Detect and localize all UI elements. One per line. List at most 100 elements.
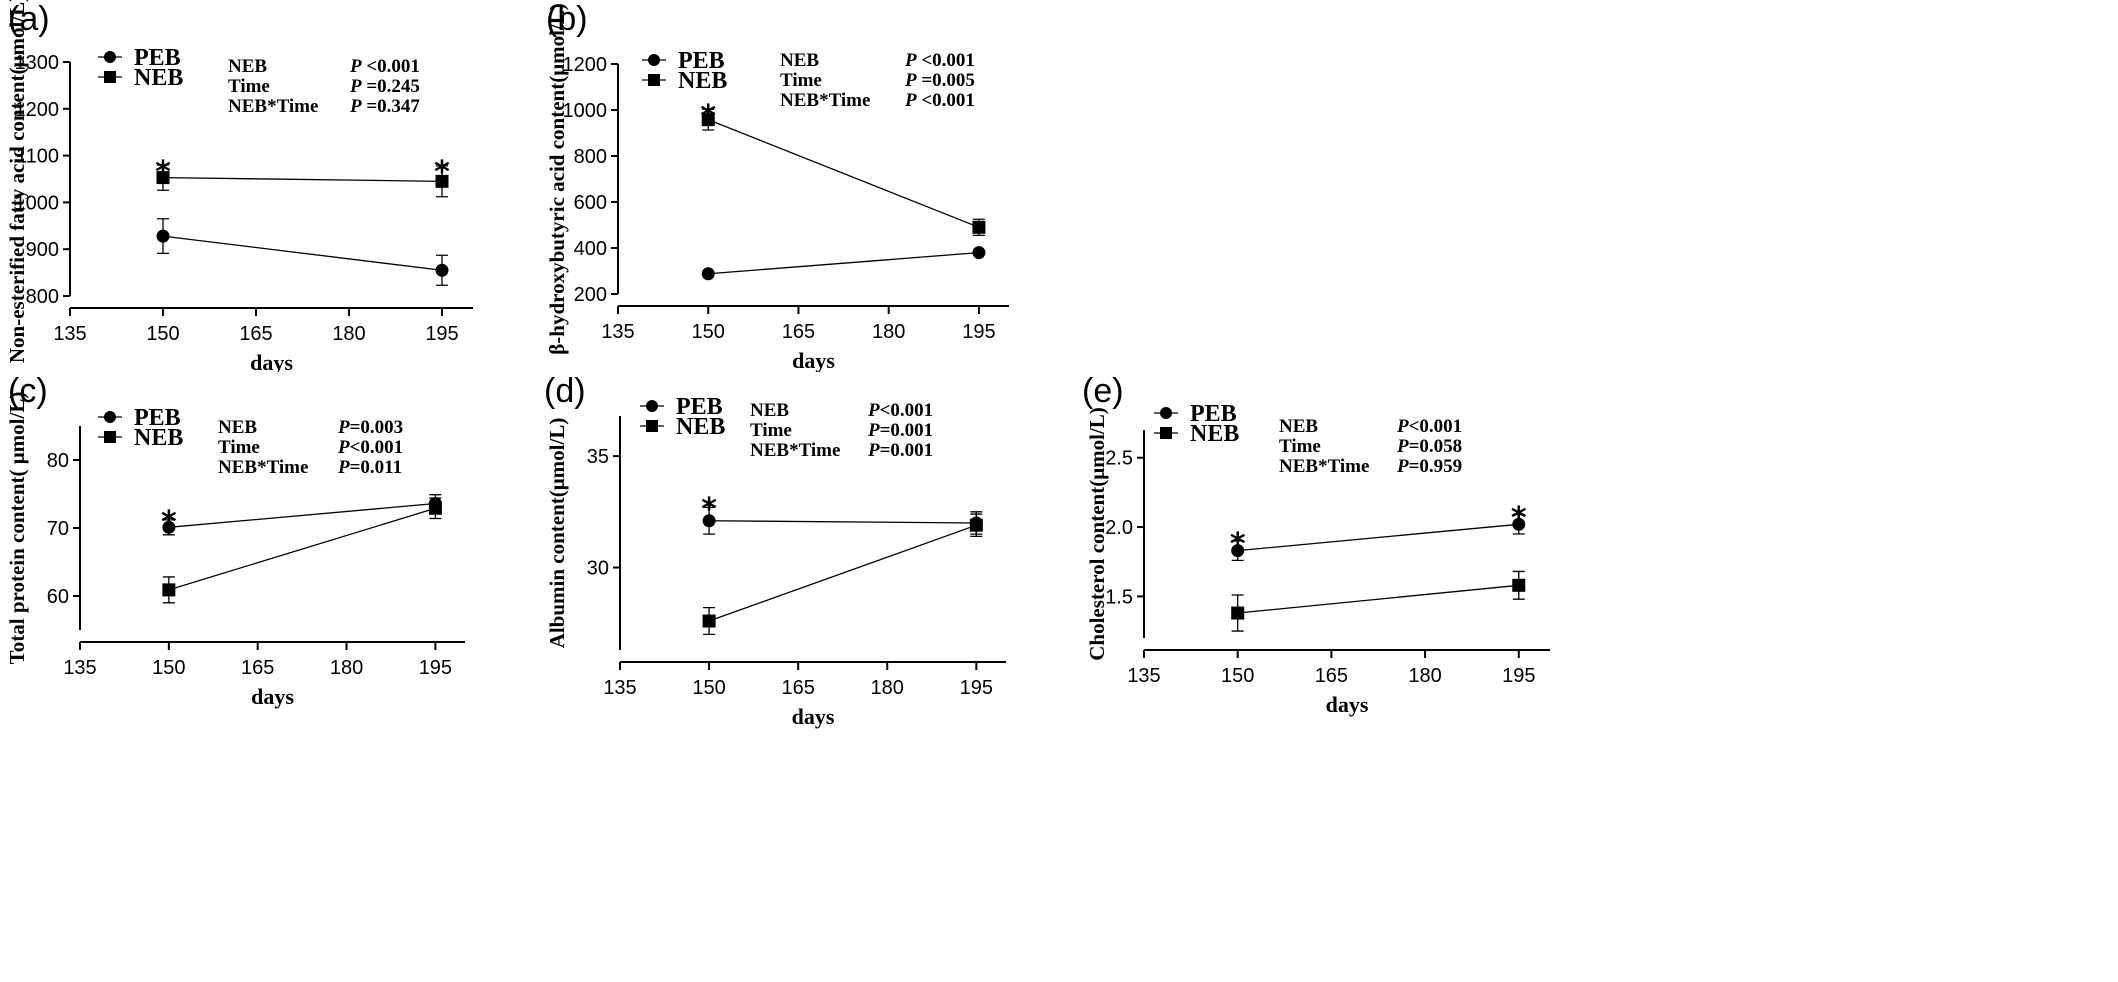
stat-label: Time [218, 437, 260, 458]
x-tick-label: 135 [1127, 665, 1160, 687]
y-tick-label: 1200 [563, 54, 608, 76]
legend-label: PEB [134, 45, 181, 71]
data-point-PEB [701, 267, 715, 281]
stat-p-value: P <0.001 [349, 56, 420, 77]
stat-label: Time [1279, 436, 1321, 457]
p-value-text: =0.001 [880, 420, 934, 441]
stat-label: NEB*Time [228, 96, 318, 117]
p-value-text: <0.001 [880, 400, 934, 421]
y-tick-label: 1200 [15, 99, 60, 121]
stat-p-value: P =0.005 [904, 70, 975, 91]
x-tick-label: 165 [782, 321, 815, 343]
legend-label: PEB [134, 405, 181, 431]
p-value-text: =0.001 [880, 440, 934, 461]
x-tick-label: 165 [781, 677, 814, 699]
series-line-PEB [1237, 523, 1519, 552]
y-tick-label: 70 [47, 518, 69, 540]
chart-svg: (d) 135 150 165 180 195 30 35 days Albumin conten… [544, 372, 1006, 729]
y-axis-title: Non-esterified fatty acid content(μmol/L… [5, 0, 29, 363]
p-symbol: P [1396, 416, 1409, 437]
data-point-PEB [1512, 517, 1526, 531]
data-point-NEB [969, 518, 983, 532]
significance-marker: * [161, 505, 177, 540]
series-line-NEB [162, 176, 443, 182]
p-symbol: P [904, 70, 917, 91]
p-value-text: <0.001 [1409, 416, 1463, 437]
x-tick-label: 165 [1315, 665, 1348, 687]
significance-marker: * [700, 99, 716, 134]
stat-label: Time [750, 420, 792, 441]
p-symbol: P [867, 400, 880, 421]
stat-p-value: P=0.001 [867, 440, 933, 461]
stat-p-value: P=0.001 [867, 420, 933, 441]
x-tick-label: 195 [962, 321, 995, 343]
p-symbol: P [349, 96, 362, 117]
p-value-text: =0.003 [350, 417, 404, 438]
y-tick-label: 600 [574, 192, 607, 214]
data-point-NEB [162, 583, 176, 597]
x-tick-label: 180 [332, 323, 365, 345]
x-tick-label: 195 [425, 323, 458, 345]
data-point-NEB [435, 174, 449, 188]
x-tick-label: 195 [960, 677, 993, 699]
y-tick-label: 80 [47, 450, 69, 472]
y-tick-label: 1300 [15, 52, 60, 74]
series-line-NEB [1237, 584, 1519, 614]
data-point-NEB [972, 220, 986, 234]
x-axis-title: days [792, 704, 835, 729]
stat-p-value: P=0.058 [1396, 436, 1462, 457]
x-tick-label: 135 [601, 321, 634, 343]
x-tick-label: 135 [63, 657, 96, 679]
stat-label: Time [228, 76, 270, 97]
legend-marker-NEB [646, 420, 658, 432]
x-axis-title: days [1326, 692, 1369, 717]
panel-label: (c) [8, 372, 48, 410]
p-value-text: <0.001 [917, 50, 975, 71]
x-tick-label: 195 [1502, 665, 1535, 687]
p-symbol: P [337, 457, 350, 478]
p-symbol: P [1396, 456, 1409, 477]
p-symbol: P [1396, 436, 1409, 457]
x-tick-label: 150 [692, 677, 725, 699]
p-value-text: =0.959 [1409, 456, 1463, 477]
x-tick-label: 195 [419, 657, 452, 679]
x-tick-label: 165 [241, 657, 274, 679]
x-tick-label: 150 [1221, 665, 1254, 687]
data-point-PEB [702, 514, 716, 528]
y-tick-label: 2.0 [1105, 517, 1133, 539]
stat-p-value: P<0.001 [1396, 416, 1462, 437]
series-line-PEB [162, 235, 443, 271]
legend-marker-NEB [104, 71, 116, 83]
stat-p-value: P=0.959 [1396, 456, 1462, 477]
stat-label: NEB*Time [218, 457, 308, 478]
legend-label: PEB [1190, 401, 1237, 427]
x-tick-label: 180 [872, 321, 905, 343]
stat-p-value: P =0.245 [349, 76, 420, 97]
y-tick-label: 1000 [15, 192, 60, 214]
legend-marker-PEB [104, 411, 116, 423]
legend-marker-PEB [646, 400, 658, 412]
series-line-NEB [708, 524, 977, 622]
chart-svg: (c) 135 150 165 180 195 60 70 80 days Total protei… [5, 372, 465, 709]
x-tick-label: 135 [603, 677, 636, 699]
legend-label: NEB [1190, 421, 1239, 447]
legend-marker-NEB [1160, 427, 1172, 439]
data-point-PEB [156, 229, 170, 243]
series-line-NEB [168, 507, 436, 591]
x-axis-title: days [251, 684, 294, 709]
x-tick-label: 165 [239, 323, 272, 345]
p-symbol: P [349, 56, 362, 77]
y-tick-label: 30 [587, 558, 609, 580]
y-tick-label: 60 [47, 586, 69, 608]
stat-p-value: P=0.003 [337, 417, 403, 438]
x-tick-label: 135 [53, 323, 86, 345]
significance-marker: * [1230, 527, 1246, 562]
chart-panel-3: (c) 135 150 165 180 195 60 70 80 days Total protei… [0, 372, 540, 982]
x-tick-label: 150 [152, 657, 185, 679]
p-value-text: =0.011 [350, 457, 403, 478]
p-value-text: =0.347 [362, 96, 421, 117]
data-point-PEB [972, 246, 986, 260]
data-point-NEB [1512, 578, 1526, 592]
data-point-NEB [702, 614, 716, 628]
chart-svg: (a) 135 150 165 180 195 800 900 1000 1100 1200 1300… [5, 0, 473, 372]
